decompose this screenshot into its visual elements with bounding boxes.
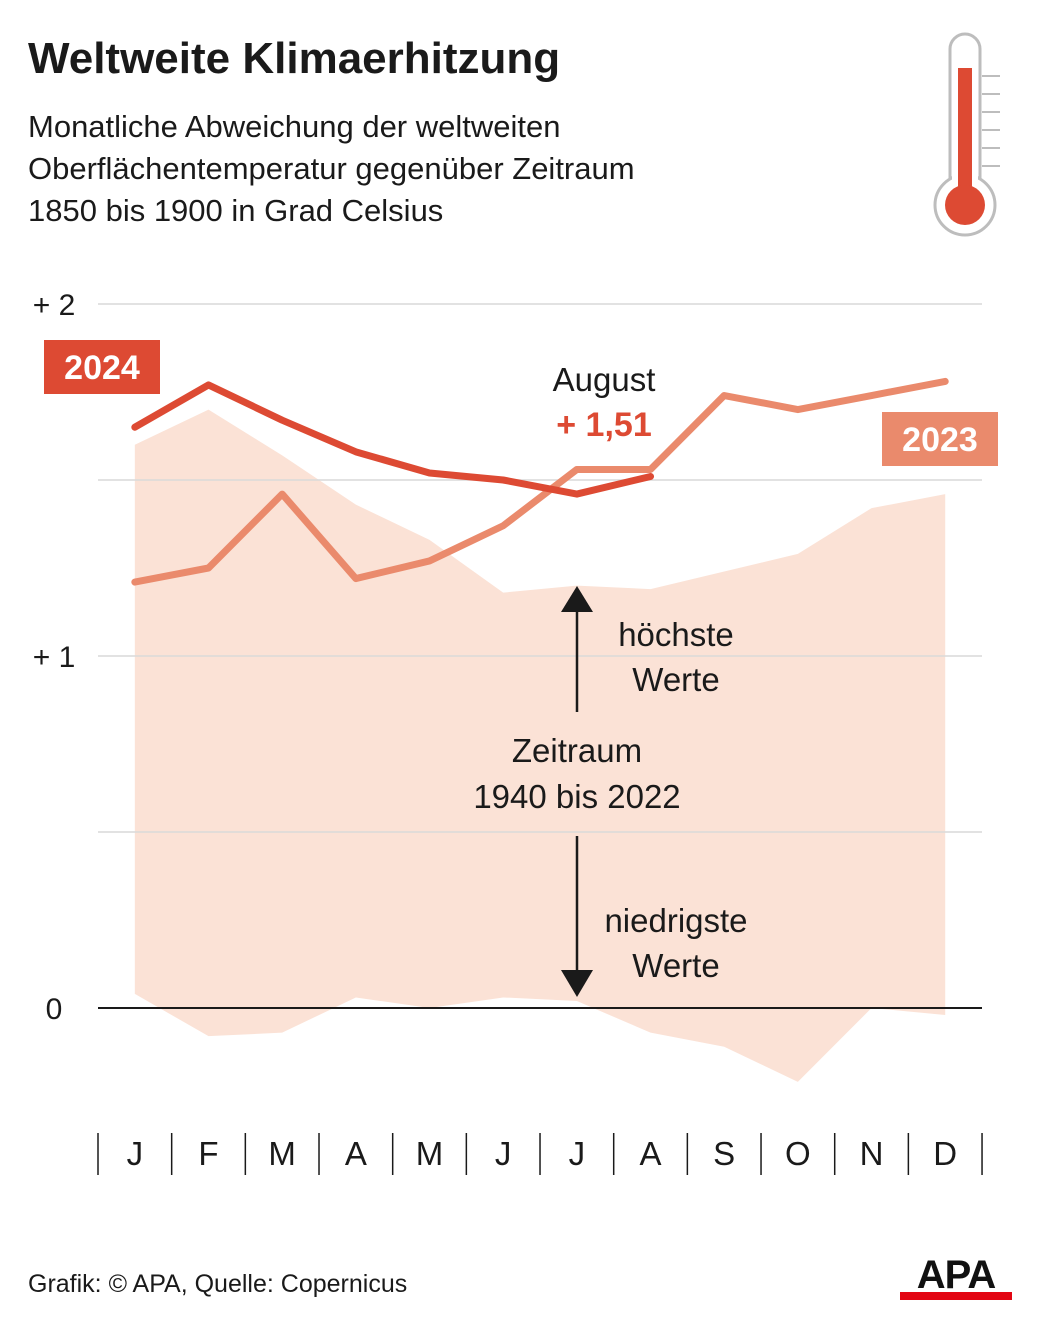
svg-text:APA: APA [917, 1253, 996, 1297]
y-tick-label: + 2 [33, 289, 76, 322]
x-tick-label: M [268, 1135, 296, 1172]
legend-2023: 2023 [882, 412, 998, 466]
x-tick-label: S [713, 1135, 735, 1172]
subtitle-line: Oberflächentemperatur gegenüber Zeitraum [28, 151, 635, 186]
chart-title: Weltweite Klimaerhitzung [28, 34, 561, 83]
subtitle-line: Monatliche Abweichung der weltweiten [28, 109, 561, 144]
x-tick-label: A [640, 1135, 662, 1172]
y-tick-label: 0 [46, 993, 63, 1026]
band-bottom-label: niedrigste [604, 902, 747, 939]
arrow-down-head [561, 970, 593, 997]
y-tick-label: + 1 [33, 641, 76, 674]
x-tick-label: M [416, 1135, 444, 1172]
thermometer-icon [933, 32, 1000, 237]
x-tick-label: J [127, 1135, 144, 1172]
chart-subtitle: Monatliche Abweichung der weltweiten Obe… [28, 106, 828, 232]
band-top-label: Werte [632, 661, 719, 698]
x-tick-label: O [785, 1135, 811, 1172]
band-mid-label: Zeitraum [512, 732, 642, 769]
subtitle-line: 1850 bis 1900 in Grad Celsius [28, 193, 444, 228]
band-bottom-label: Werte [632, 947, 719, 984]
legend-2024-text: 2024 [64, 349, 140, 387]
source-credit: Grafik: © APA, Quelle: Copernicus [28, 1270, 408, 1298]
x-tick-label: J [495, 1135, 512, 1172]
arrow-up-head [561, 586, 593, 612]
x-tick-label: D [933, 1135, 957, 1172]
range-band [134, 409, 946, 1082]
apa-logo: APA [900, 1253, 1012, 1300]
legend-2023-box [882, 412, 998, 466]
legend-2024: 2024 [44, 340, 160, 394]
x-tick-label: N [860, 1135, 884, 1172]
series-line-2023 [131, 377, 949, 586]
x-tick-label: J [569, 1135, 586, 1172]
band-top-label: höchste [618, 616, 734, 653]
series-line-2024 [131, 381, 655, 498]
august-value: + 1,51 [556, 406, 651, 444]
august-label: August [553, 361, 656, 398]
x-tick-label: F [198, 1135, 218, 1172]
x-tick-label: A [345, 1135, 367, 1172]
legend-2023-text: 2023 [902, 421, 978, 459]
band-mid-label: 1940 bis 2022 [473, 778, 680, 815]
legend-2024-box [44, 340, 160, 394]
